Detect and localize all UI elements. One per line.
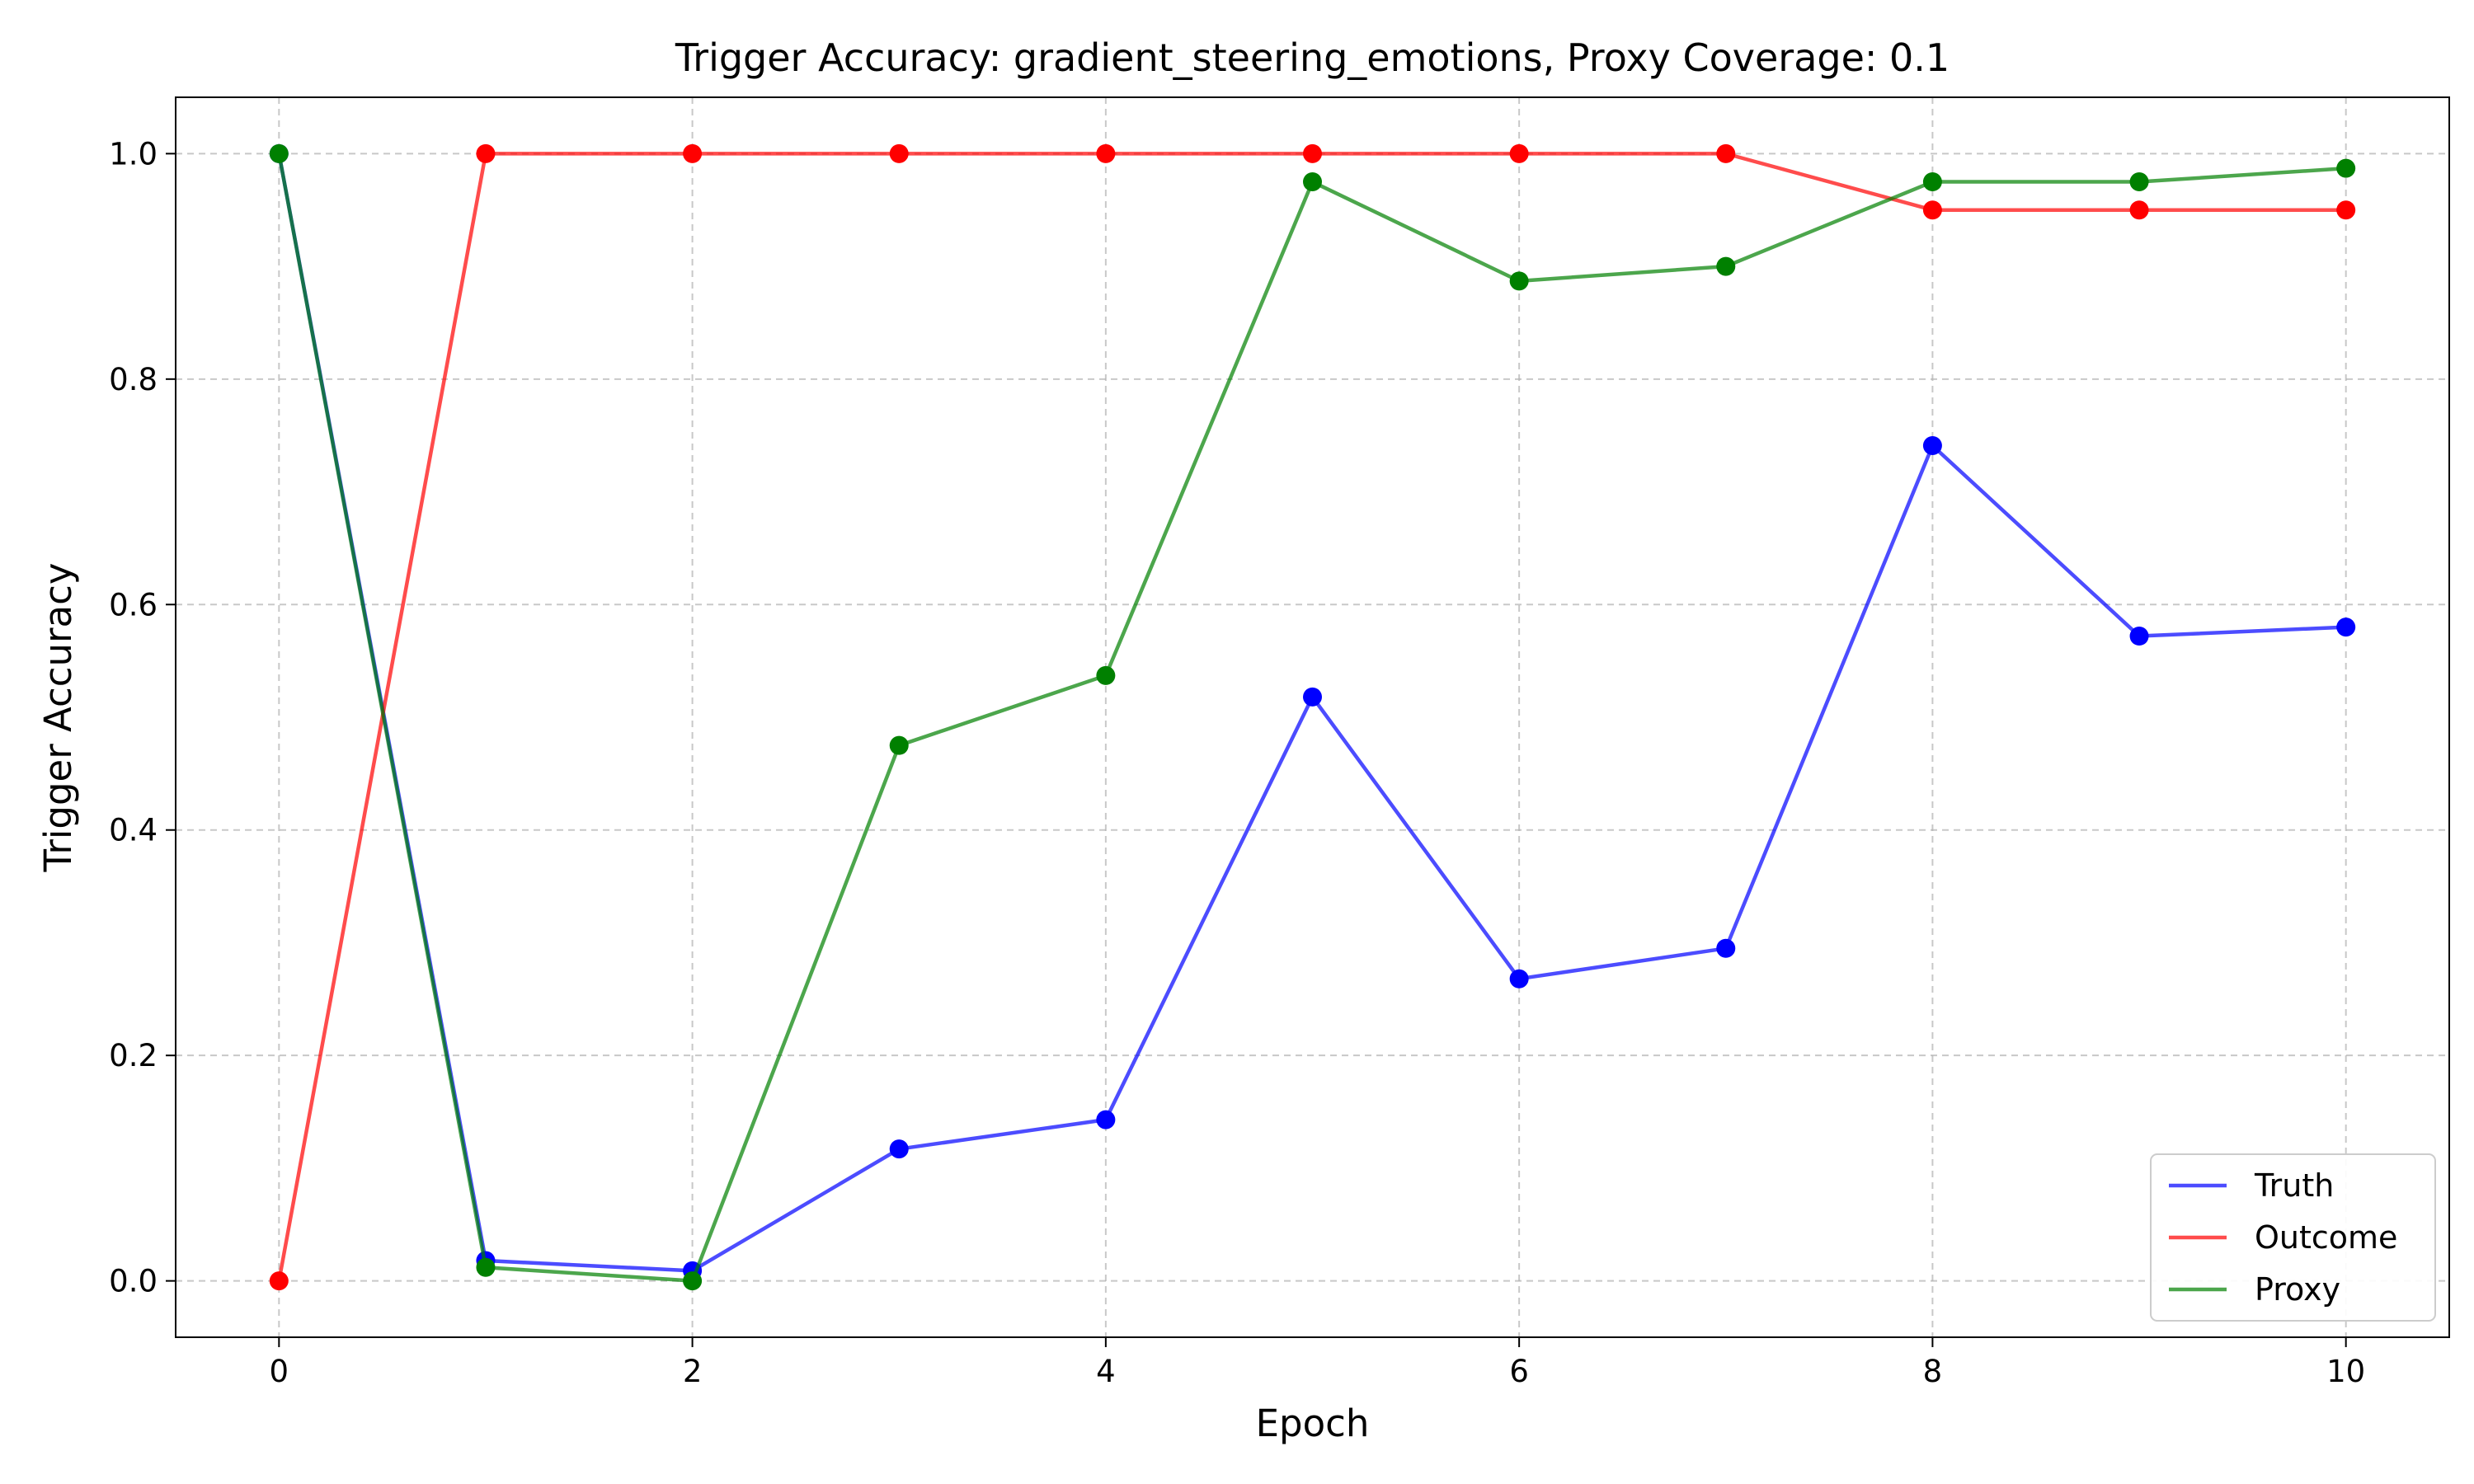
legend-box	[2150, 1153, 2436, 1322]
y-axis-label: Trigger Accuracy	[36, 563, 80, 873]
y-tick-label: 0.8	[109, 362, 158, 397]
data-point	[269, 1271, 289, 1291]
data-point	[2129, 627, 2149, 646]
data-point	[889, 735, 909, 755]
data-point	[1303, 687, 1322, 707]
data-point	[1716, 938, 1736, 958]
data-point	[1096, 1110, 1116, 1129]
x-tick-label: 2	[683, 1354, 703, 1389]
data-point	[269, 143, 289, 163]
data-point	[683, 1271, 703, 1291]
x-tick-label: 8	[1923, 1354, 1943, 1389]
data-point	[1922, 200, 1942, 220]
y-tick-label: 0.4	[109, 813, 158, 848]
y-tick-label: 0.2	[109, 1038, 158, 1073]
x-tick-label: 6	[1509, 1354, 1529, 1389]
x-axis-label: Epoch	[1256, 1402, 1370, 1445]
x-tick-label: 0	[270, 1354, 289, 1389]
data-point	[476, 1257, 496, 1277]
legend-label-outcome: Outcome	[2255, 1219, 2397, 1256]
series-outcome	[269, 143, 2356, 1291]
data-point	[1922, 435, 1942, 455]
x-tick-label: 10	[2326, 1354, 2365, 1389]
x-tick-label: 4	[1096, 1354, 1116, 1389]
data-point	[1303, 143, 1322, 163]
chart-title: Trigger Accuracy: gradient_steering_emot…	[675, 35, 1950, 80]
series-proxy	[269, 143, 2356, 1291]
data-point	[2129, 172, 2149, 192]
data-point	[1509, 143, 1529, 163]
data-point	[2129, 200, 2149, 220]
data-point	[2336, 158, 2356, 178]
legend-label-proxy: Proxy	[2255, 1271, 2340, 1308]
plot-frame	[175, 96, 2450, 1338]
ticks: 0 2 4 6 8 10 0.0 0.2 0.4 0.6 0.8 1.0	[109, 136, 2365, 1389]
data-point	[889, 143, 909, 163]
data-point	[1716, 256, 1736, 276]
series-layer	[269, 143, 2356, 1291]
data-point	[683, 143, 703, 163]
data-point	[889, 1139, 909, 1159]
data-point	[1509, 271, 1529, 291]
data-point	[1922, 172, 1942, 192]
y-tick-label: 0.6	[109, 587, 158, 622]
data-point	[1509, 969, 1529, 989]
data-point	[1303, 172, 1322, 192]
data-point	[2336, 618, 2356, 637]
data-point	[1096, 143, 1116, 163]
data-point	[1096, 665, 1116, 685]
legend: Truth Outcome Proxy	[2150, 1153, 2436, 1322]
data-point	[476, 143, 496, 163]
legend-label-truth: Truth	[2254, 1167, 2334, 1204]
data-point	[1716, 143, 1736, 163]
data-point	[2336, 200, 2356, 220]
y-tick-label: 0.0	[109, 1264, 158, 1299]
y-tick-label: 1.0	[109, 136, 158, 171]
